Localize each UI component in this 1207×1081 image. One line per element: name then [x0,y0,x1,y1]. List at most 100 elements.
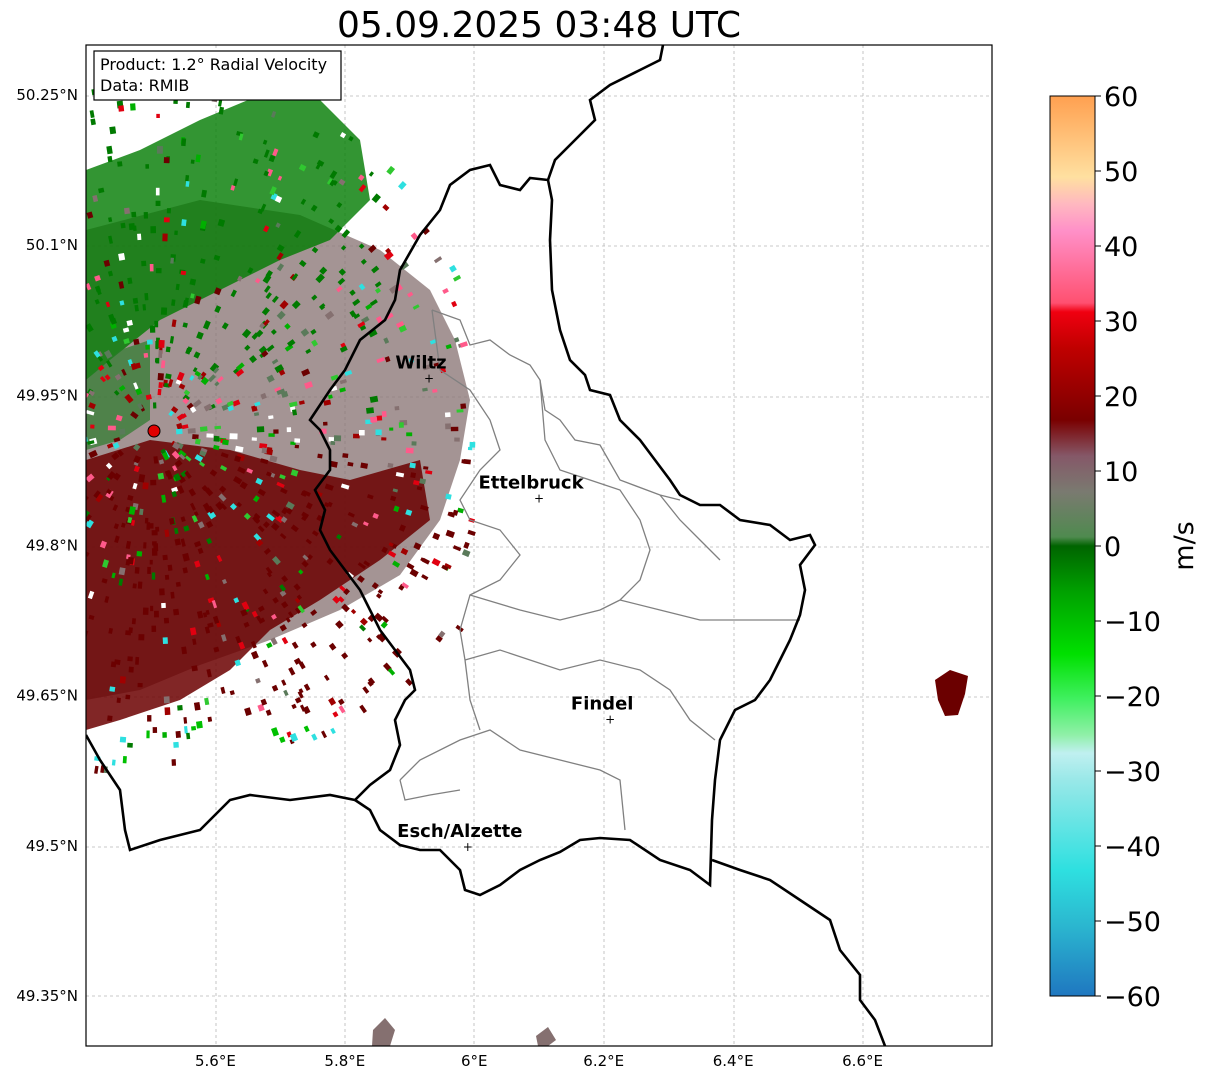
radar-pixel [375,429,382,436]
radar-pixel [205,609,210,616]
longitude-tick-label: 6.2°E [583,1052,624,1070]
radar-pixel [387,462,394,469]
radar-pixel [88,389,95,397]
radar-pixel [150,605,154,612]
radar-pixel [127,656,133,662]
radar-pixel [368,244,377,253]
radar-pixel [358,283,366,291]
radar-pixel [278,369,286,376]
radar-pixel [422,364,431,371]
radar-pixel [155,268,162,274]
radar-pixel [409,462,416,469]
radar-pixel [128,506,136,515]
radar-pixel [296,594,303,600]
radar-pixel [158,350,163,358]
radar-pixel [467,446,473,451]
luxembourg-border [308,163,817,897]
radar-pixel [265,292,272,300]
radar-pixel [182,322,188,328]
radar-pixel [94,299,100,305]
radar-pixel [171,450,181,460]
radar-pixel [274,386,282,393]
radar-pixel [445,529,455,539]
radar-pixel [281,507,289,515]
colorbar-tick-label: 30 [1104,307,1138,338]
radar-pixel [268,154,276,163]
radar-pixel [86,211,94,219]
longitude-axis: 5.6°E 5.8°E 6°E 6.2°E 6.4°E 6.6°E [195,1052,883,1070]
radar-pixel [292,409,298,416]
radar-pixel [405,447,414,454]
radar-pixel [400,547,409,556]
radar-pixel [175,730,181,738]
radar-pixel [213,367,220,374]
canton-boundaries [399,309,800,831]
radar-pixel [401,582,409,589]
radar-pixel [324,483,334,491]
radar-pixel [194,438,201,445]
radar-velocity-field [86,85,968,1046]
radar-pixel [283,689,289,697]
radar-pixel [266,344,275,353]
radar-pixel [271,295,279,304]
radar-pixel [259,443,268,449]
radar-pixel [368,171,374,177]
radar-pixel [214,305,222,314]
radar-pixel [207,374,216,383]
radar-pixel [184,726,188,734]
radar-pixel [189,278,197,286]
radar-pixel [360,462,369,469]
radar-pixel [255,677,261,684]
radar-pixel [137,233,142,241]
colorbar-tick-label: −60 [1104,982,1161,1013]
radar-pixel [293,657,302,665]
radar-pixel [151,530,158,536]
radar-pixel [227,405,234,412]
radar-pixel [310,328,317,335]
radar-pixel [332,595,341,604]
radar-pixel [174,459,183,468]
radar-pixel [393,505,400,513]
radar-pixel [421,574,429,581]
radar-pixel [335,285,343,293]
radar-pixel [301,368,311,377]
radar-pixel [338,705,346,714]
radar-pixel [336,533,342,540]
radar-pixel [323,399,332,406]
radar-pixel [183,717,188,724]
radar-pixel [86,410,95,416]
radar-pixel [448,611,456,619]
radar-pixel [297,690,304,699]
radar-pixel [392,560,401,568]
radar-pixel [123,338,130,345]
radar-pixel [369,299,378,307]
radar-pixel [194,540,202,548]
radar-pixel [207,622,214,628]
radar-pixel [336,202,343,209]
radar-pixel [261,659,269,668]
radar-pixel [271,556,281,566]
radar-pixel [162,233,168,242]
radar-pixel [262,521,270,529]
radar-pixel [165,346,171,353]
radar-pixel [332,711,339,718]
radar-pixel [162,554,168,561]
radar-pixel [218,493,227,502]
radar-pixel [90,424,95,429]
radar-pixel [271,358,279,365]
radar-pixel [347,511,355,518]
radar-pixel [265,566,273,575]
radar-pixel [263,170,269,177]
radar-pixel [149,523,154,529]
radar-pixel [243,512,251,520]
radar-pixel [394,406,400,411]
radar-pixel [207,716,213,722]
radar-pixel [265,709,272,716]
radar-pixel [293,229,302,239]
radar-pixel [387,550,397,558]
radar-pixel [112,504,119,512]
radar-pixel [268,433,275,437]
longitude-tick-label: 6°E [461,1052,488,1070]
radar-pixel [315,273,325,284]
radar-pixel [221,578,228,585]
